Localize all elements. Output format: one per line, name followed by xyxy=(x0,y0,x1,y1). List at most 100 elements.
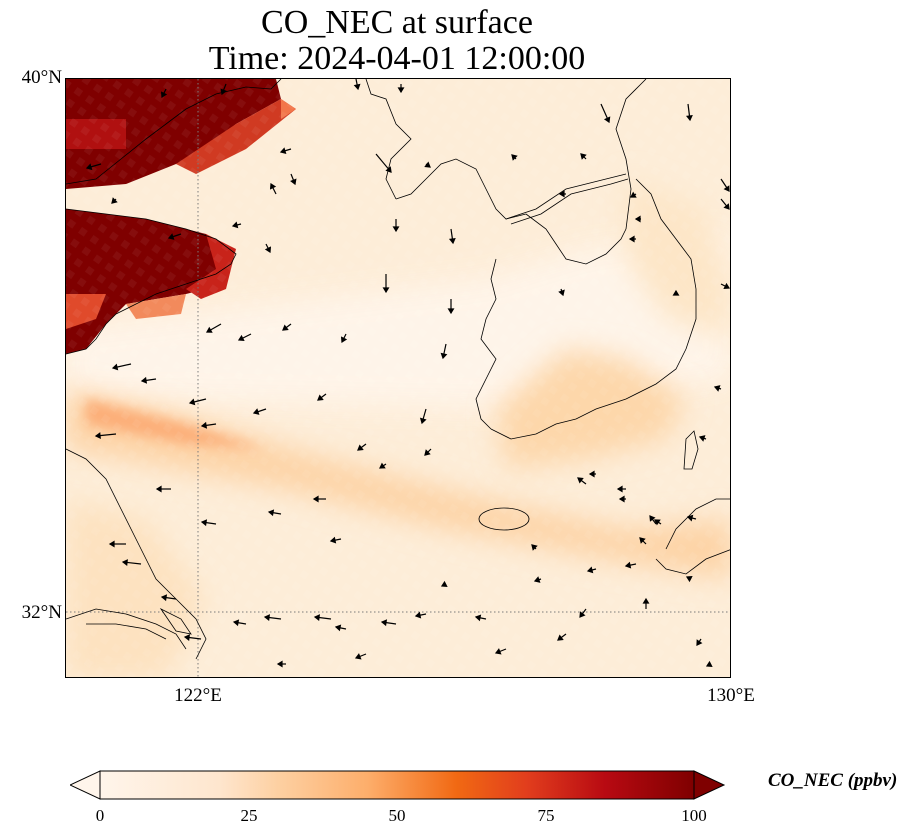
wind-arrows xyxy=(85,79,730,668)
colorbar xyxy=(68,768,730,802)
colorbar-tick-100: 100 xyxy=(681,806,707,825)
wind-arrow-head xyxy=(531,544,538,551)
wind-arrow-head xyxy=(685,575,693,583)
colorbar-tick-75: 75 xyxy=(537,806,555,825)
wind-arrow-head xyxy=(220,88,227,96)
lat-tick-40n: 40°N xyxy=(21,67,62,88)
wind-arrow-head xyxy=(200,519,208,527)
wind-arrow-head xyxy=(557,634,564,641)
gridlines xyxy=(66,79,730,677)
concentration-field xyxy=(66,79,730,677)
wind-arrow-head xyxy=(588,470,595,478)
map-title-line2: Time: 2024-04-01 12:00:00 xyxy=(208,40,586,77)
wind-arrow-head xyxy=(200,421,208,429)
wind-arrow-head xyxy=(603,116,611,124)
wind-arrow-head xyxy=(654,519,661,526)
wind-arrow-head xyxy=(448,237,456,245)
wind-arrow-head xyxy=(698,435,706,442)
wind-arrow-head xyxy=(624,561,632,569)
colorbar-tick-0: 0 xyxy=(95,806,105,825)
wind-arrow-head xyxy=(558,190,565,198)
wind-arrow-head xyxy=(579,611,586,618)
wind-arrow-head xyxy=(108,540,115,548)
wind-arrow-head xyxy=(685,115,693,122)
wind-arrow-head xyxy=(618,495,625,503)
colorbar-gradient xyxy=(99,770,695,800)
wind-arrow-head xyxy=(205,326,213,333)
colorbar-label: CO_NEC (ppbv) xyxy=(768,770,898,791)
wind-arrow-head xyxy=(160,91,168,99)
lat-tick-32n: 32°N xyxy=(21,602,62,623)
wind-arrow-head xyxy=(723,185,730,192)
wind-arrow-head xyxy=(686,514,694,522)
wind-arrow-head xyxy=(290,178,297,186)
wind-arrow-head xyxy=(329,536,337,544)
colorbar-tick-25: 25 xyxy=(240,806,258,825)
wind-arrow-head xyxy=(628,235,635,243)
wind-arrow-head xyxy=(183,634,190,642)
wind-arrow-head xyxy=(354,653,362,660)
wind-arrow-head xyxy=(111,363,119,371)
colorbar-extend-min xyxy=(68,770,101,800)
lon-tick-122e: 122°E xyxy=(174,685,222,706)
wind-arrow-head xyxy=(382,287,390,294)
wind-arrow-head xyxy=(188,398,196,406)
wind-arrow-head xyxy=(440,352,448,360)
wind-arrow-head xyxy=(252,408,260,415)
wind-arrow-head xyxy=(160,594,168,602)
wind-arrow-head xyxy=(649,515,656,522)
wind-arrow-head xyxy=(317,394,324,401)
wind-arrow-head xyxy=(263,614,270,622)
wind-arrow-head xyxy=(580,153,587,160)
wind-arrow-head xyxy=(577,477,584,484)
wind-arrow-head xyxy=(634,215,641,223)
wind-arrow-head xyxy=(705,660,713,668)
wind-arrow-head xyxy=(696,639,703,646)
wind-arrow-head xyxy=(121,559,128,566)
wind-arrow-head xyxy=(672,289,680,296)
wind-arrow-head xyxy=(276,660,283,668)
wind-arrow-head xyxy=(140,376,148,384)
wind-arrow-head xyxy=(379,462,386,469)
map-canvas xyxy=(66,79,730,677)
wind-arrow-head xyxy=(713,385,721,392)
wind-arrow-head xyxy=(723,203,730,210)
wind-arrow-head xyxy=(264,246,272,254)
wind-arrow-head xyxy=(447,308,455,315)
wind-arrow-head xyxy=(533,576,541,583)
wind-arrow-head xyxy=(167,233,175,240)
wind-arrow-head xyxy=(340,336,348,344)
wind-arrow-head xyxy=(353,83,361,91)
wind-arrow-head xyxy=(511,154,518,161)
wind-arrow-head xyxy=(85,163,93,171)
wind-arrow-head xyxy=(267,509,275,517)
wind-arrow-head xyxy=(282,324,289,331)
wind-arrow-head xyxy=(269,182,277,190)
wind-arrow-head xyxy=(380,619,388,627)
wind-arrow-head xyxy=(414,611,422,619)
wind-arrow-head xyxy=(334,624,342,632)
map-panel xyxy=(65,78,731,678)
wind-arrow-head xyxy=(419,417,427,425)
lon-tick-130e: 130°E xyxy=(707,685,755,706)
wind-arrow-head xyxy=(312,495,319,503)
wind-arrow-head xyxy=(392,226,400,233)
wind-arrow-head xyxy=(232,619,240,627)
wind-arrow-head xyxy=(440,580,448,588)
wind-arrow-head xyxy=(723,282,730,290)
wind-arrow-head xyxy=(397,87,405,94)
wind-arrow-head xyxy=(424,449,431,456)
wind-arrow-head xyxy=(639,537,646,544)
wind-arrow-head xyxy=(424,161,431,168)
wind-arrow-head xyxy=(279,147,287,154)
coastlines xyxy=(66,79,730,660)
wind-arrow-head xyxy=(111,197,118,204)
wind-arrow-head xyxy=(586,566,594,574)
colorbar-tick-50: 50 xyxy=(388,806,406,825)
wind-arrow-head xyxy=(558,289,565,297)
wind-arrow-head xyxy=(237,334,245,342)
wind-arrow-head xyxy=(642,597,650,604)
wind-arrow-head xyxy=(231,221,239,229)
wind-arrow-head xyxy=(155,485,162,493)
wind-arrow-head xyxy=(385,166,392,173)
